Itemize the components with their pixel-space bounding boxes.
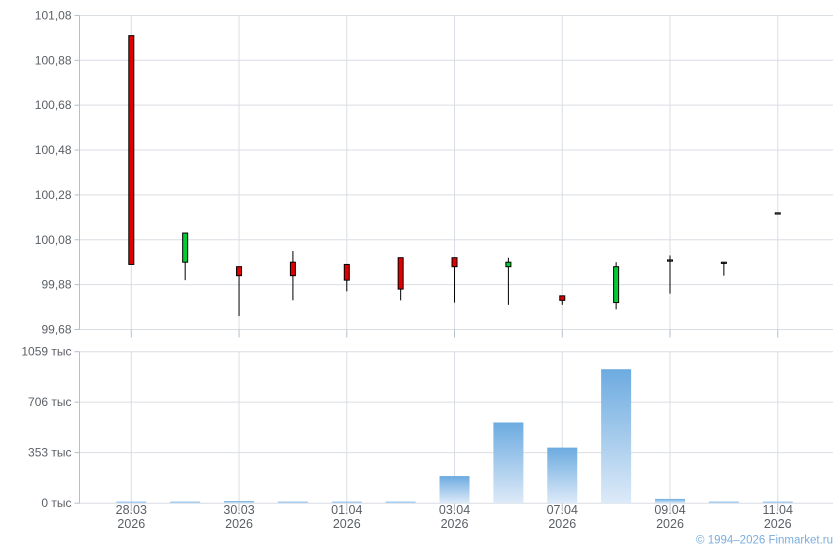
svg-text:07.04: 07.04 (547, 503, 578, 517)
svg-text:100,68: 100,68 (35, 98, 72, 112)
svg-text:09.04: 09.04 (654, 503, 685, 517)
svg-text:2026: 2026 (117, 517, 145, 531)
svg-text:99,88: 99,88 (41, 278, 71, 292)
svg-text:2026: 2026 (225, 517, 253, 531)
svg-text:2026: 2026 (548, 517, 576, 531)
svg-text:30.03: 30.03 (223, 503, 254, 517)
svg-text:2026: 2026 (764, 517, 792, 531)
svg-text:2026: 2026 (441, 517, 469, 531)
svg-text:1059 тыс: 1059 тыс (21, 345, 71, 359)
svg-text:100,08: 100,08 (35, 233, 72, 247)
svg-text:11.04: 11.04 (763, 503, 793, 517)
svg-text:100,28: 100,28 (35, 188, 72, 202)
svg-text:28.03: 28.03 (116, 503, 147, 517)
svg-text:© 1994–2026 Finmarket.ru: © 1994–2026 Finmarket.ru (696, 535, 833, 547)
svg-text:706 тыс: 706 тыс (28, 395, 71, 409)
svg-text:100,48: 100,48 (35, 143, 72, 157)
svg-text:01.04: 01.04 (331, 503, 362, 517)
svg-text:101,08: 101,08 (35, 8, 72, 22)
svg-text:100,88: 100,88 (35, 53, 72, 67)
svg-text:03.04: 03.04 (439, 503, 470, 517)
svg-text:2026: 2026 (333, 517, 361, 531)
svg-text:2026: 2026 (656, 517, 684, 531)
svg-text:0 тыс: 0 тыс (41, 496, 71, 510)
svg-text:99,68: 99,68 (41, 322, 71, 336)
svg-text:353 тыс: 353 тыс (28, 446, 71, 460)
